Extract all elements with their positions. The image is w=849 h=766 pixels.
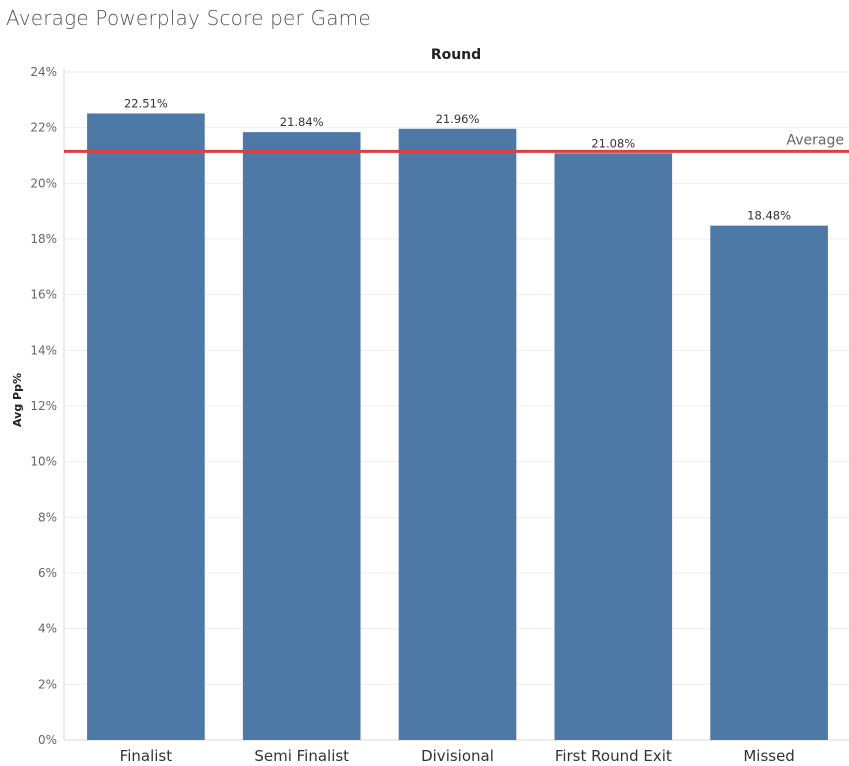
data-label: 22.51% — [124, 96, 168, 110]
bars — [87, 113, 828, 741]
y-tick-label: 4% — [38, 622, 57, 636]
average-reference-label: Average — [787, 132, 845, 148]
y-axis-title: Avg Pp% — [11, 373, 24, 427]
chart-title: Average Powerplay Score per Game — [6, 6, 371, 30]
bar[interactable] — [242, 132, 361, 740]
bar[interactable] — [554, 153, 673, 741]
bar[interactable] — [87, 113, 205, 740]
y-tick-label: 6% — [38, 566, 57, 580]
data-label: 18.48% — [747, 209, 791, 223]
y-tick-label: 18% — [30, 232, 57, 246]
column-header: Round — [431, 47, 481, 63]
y-tick-label: 16% — [30, 288, 57, 302]
x-tick-label: First Round Exit — [555, 747, 672, 765]
x-tick-label: Divisional — [421, 747, 494, 765]
data-label: 21.84% — [280, 115, 324, 129]
data-label: 21.08% — [591, 136, 635, 150]
bar[interactable] — [398, 128, 517, 740]
data-labels: 22.51% 21.84% 21.96% 21.08% 18.48% — [124, 96, 791, 222]
y-tick-label: 24% — [30, 65, 57, 79]
y-tick-label: 22% — [30, 121, 57, 135]
data-label: 21.96% — [436, 112, 480, 126]
x-tick-label: Semi Finalist — [254, 747, 349, 765]
bar[interactable] — [710, 225, 828, 740]
y-tick-label: 0% — [38, 733, 57, 747]
y-tick-label: 14% — [30, 343, 57, 357]
y-tick-label: 2% — [38, 677, 57, 691]
x-tick-label: Missed — [743, 747, 795, 765]
y-tick-label: 8% — [38, 510, 57, 524]
reference-line-group: Average — [64, 132, 849, 153]
y-tick-label: 12% — [30, 399, 57, 413]
y-tick-label: 10% — [30, 455, 57, 469]
y-tick-label: 20% — [30, 176, 57, 190]
x-tick-label: Finalist — [120, 747, 173, 765]
